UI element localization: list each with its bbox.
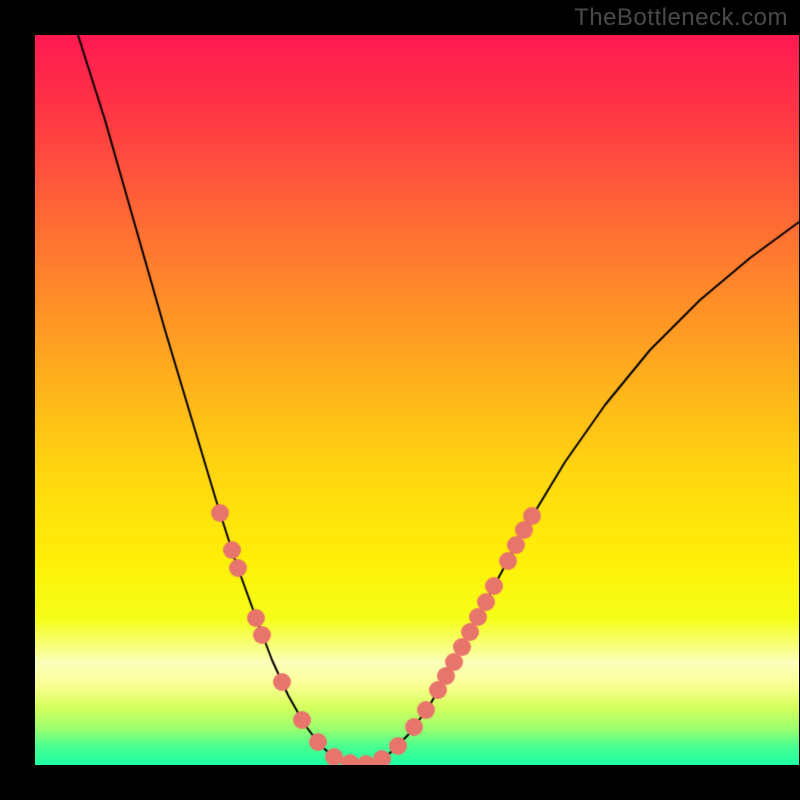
frame-border-bottom — [0, 765, 800, 800]
chart-stage: TheBottleneck.com — [0, 0, 800, 800]
frame-border-left — [0, 0, 35, 800]
bottleneck-curve-canvas — [0, 0, 800, 800]
watermark-text: TheBottleneck.com — [574, 4, 788, 32]
